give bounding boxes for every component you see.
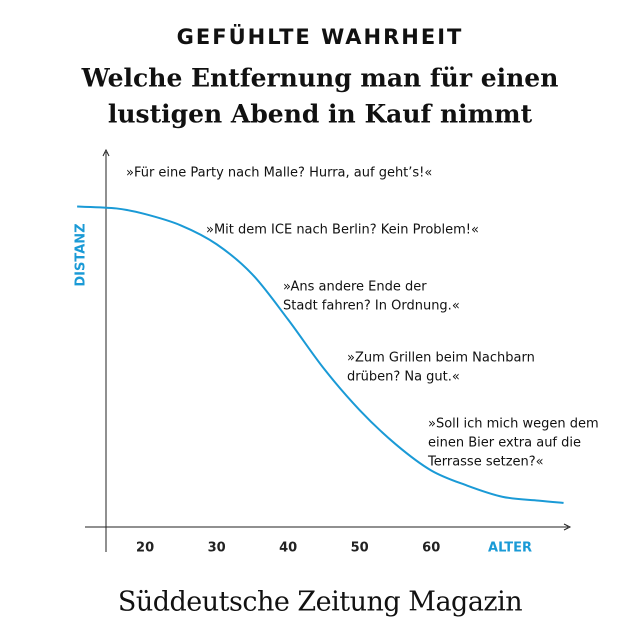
x-tick-label: 40 — [279, 541, 297, 556]
footer: Süddeutsche Zeitung Magazin — [118, 587, 522, 618]
annotation: Terrasse setzen?« — [427, 455, 544, 470]
x-axis-label: ALTER — [488, 541, 532, 556]
x-tick-label: 50 — [351, 541, 369, 556]
y-arrow — [102, 148, 110, 157]
annotation: »Mit dem ICE nach Berlin? Kein Problem!« — [206, 223, 479, 238]
annotation: »Für eine Party nach Malle? Hurra, auf g… — [126, 166, 432, 181]
annotation: »Ans andere Ende der — [283, 280, 427, 295]
chart-title: lustigen Abend in Kauf nimmt — [108, 100, 533, 129]
annotation: Stadt fahren? In Ordnung.« — [283, 299, 460, 314]
y-axis-label: DISTANZ — [74, 223, 89, 286]
x-arrow — [563, 523, 572, 531]
chart-title: Welche Entfernung man für einen — [81, 64, 559, 93]
header: GEFÜHLTE WAHRHEIT — [177, 24, 464, 49]
annotation: drüben? Na gut.« — [347, 370, 460, 385]
annotation: einen Bier extra auf die — [428, 436, 581, 451]
annotation: »Zum Grillen beim Nachbarn — [347, 351, 535, 366]
x-tick-label: 20 — [136, 541, 154, 556]
curve — [77, 205, 564, 504]
x-tick-label: 30 — [208, 541, 226, 556]
x-tick-label: 60 — [422, 541, 440, 556]
annotation: »Soll ich mich wegen dem — [428, 417, 599, 432]
